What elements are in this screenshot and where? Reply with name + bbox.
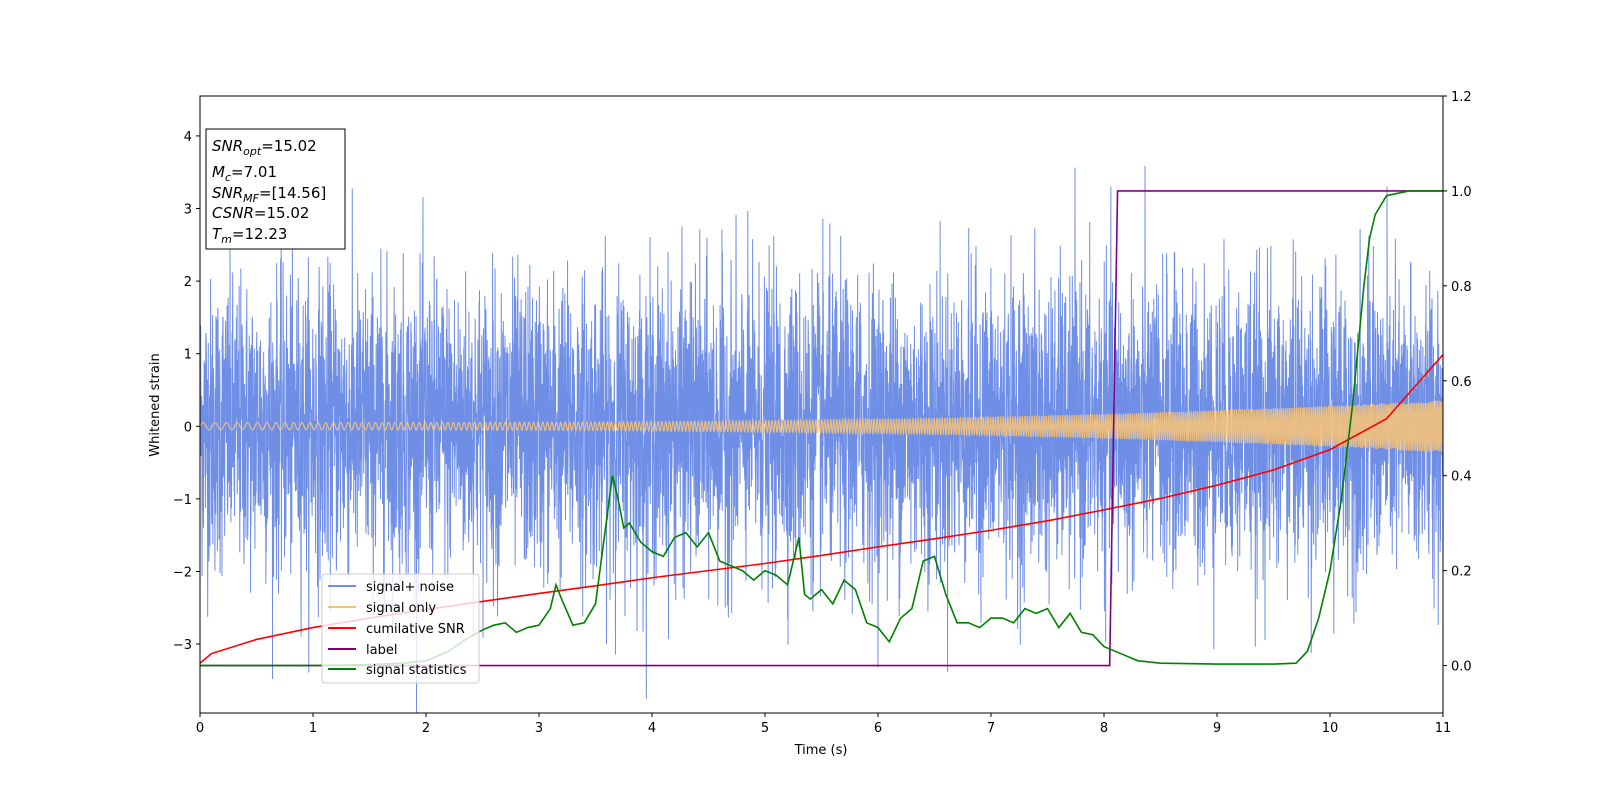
legend: signal+ noise signal only cumilative SNR la… [321,573,480,684]
info-box-line: SNRMF=[14.56] [212,184,326,205]
x-tick-label: 11 [1435,721,1452,736]
x-tick-label: 9 [1213,721,1221,736]
y-left-tick-label: 1 [184,348,192,363]
series-line-label [200,190,1443,667]
axes-frame [199,95,1444,714]
series-line-signal-statistics [200,190,1443,667]
y-axis-title: Whitened strain [148,353,163,456]
x-tick-label: 6 [874,721,882,736]
legend-label: cumilative SNR [366,622,465,637]
series-line-signal-only [200,400,1443,453]
info-box-line: SNRopt=15.02 [212,137,317,158]
y-left-tick-label: 3 [184,203,192,218]
y-left-tick-label: −3 [173,638,192,653]
y-left-tick-label: −1 [173,493,192,508]
legend-label: label [366,643,397,658]
legend-label: signal+ noise [366,580,454,595]
legend-label: signal only [366,601,436,616]
x-axis-title: Time (s) [794,743,848,758]
legend-frame [321,573,480,684]
y-left-tick-label: −2 [173,565,192,580]
x-tick-label: 3 [535,721,543,736]
info-box-line: CSNR=15.02 [212,204,309,222]
y-right-tick-label: 1.0 [1451,185,1472,200]
y-left-tick-label: 0 [184,420,192,435]
y-right-tick-label: 0.6 [1451,375,1472,390]
x-tick-label: 7 [987,721,995,736]
y-right-tick-label: 0.2 [1451,565,1472,580]
y-right-tick-label: 0.4 [1451,470,1472,485]
x-tick-label: 1 [309,721,317,736]
y-right-tick-label: 0.8 [1451,280,1472,295]
x-tick-label: 8 [1100,721,1108,736]
x-tick-label: 5 [761,721,769,736]
info-box-line: Mc=7.01 [212,163,277,184]
legend-label: signal statistics [366,663,467,678]
info-box-frame [205,128,346,250]
x-tick-label: 4 [648,721,656,736]
axis-ticks: 0 1 2 3 4 5 6 7 8 9 10 11 −3 −2 −1 0 1 2 3 4 0.0 0.2 0.4 0.6 0.8… [173,90,1472,736]
info-box: SNRopt=15.02 Mc=7.01SNRMF=[14.56]CSNR=15.… [205,128,346,250]
y-left-tick-label: 4 [184,130,192,145]
y-right-tick-label: 0.0 [1451,660,1472,675]
y-left-tick-label: 2 [184,275,192,290]
y-right-tick-label: 1.2 [1451,90,1472,105]
x-tick-label: 0 [196,721,204,736]
x-tick-label: 10 [1322,721,1339,736]
x-tick-label: 2 [422,721,430,736]
info-box-line: Tm=12.23 [212,225,287,246]
